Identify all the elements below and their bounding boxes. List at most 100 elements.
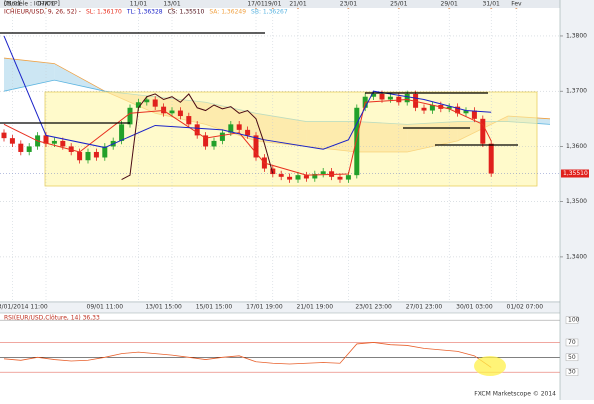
x-tick-label: 03/01/2014 11:00 bbox=[0, 304, 48, 311]
candle-body bbox=[312, 174, 318, 179]
candle-body bbox=[161, 106, 167, 114]
drawn-lines bbox=[0, 32, 518, 146]
candle-body bbox=[295, 175, 301, 180]
y-tick-label: 1,3600 bbox=[566, 143, 587, 150]
grid-layer bbox=[0, 8, 560, 373]
candle-body bbox=[429, 105, 435, 111]
y-tick-label: 1,3700 bbox=[566, 88, 587, 95]
x-tick-label: 13/01 15:00 bbox=[145, 304, 182, 311]
candle-body bbox=[43, 135, 49, 144]
candle-body bbox=[135, 102, 141, 108]
candle-body bbox=[471, 110, 477, 119]
candle-body bbox=[278, 174, 284, 177]
top-x-flag: ⌃ bbox=[346, 8, 350, 14]
candle-body bbox=[320, 171, 326, 175]
legend-entry: ICH(EUR/USD, 9, 26, 52) - bbox=[4, 9, 81, 16]
candle-body bbox=[345, 175, 351, 180]
candle-body bbox=[396, 96, 402, 103]
candle-body bbox=[68, 146, 74, 152]
legend-entry: CS: 1,35510 bbox=[168, 9, 205, 16]
candle-body bbox=[177, 110, 183, 117]
candle-body bbox=[488, 143, 494, 174]
candle-body bbox=[236, 124, 242, 130]
candle-body bbox=[219, 132, 225, 141]
top-x-flag: ⌃ bbox=[170, 8, 174, 14]
last-price-box bbox=[561, 169, 589, 178]
candle-body bbox=[26, 146, 32, 152]
candle-body bbox=[127, 107, 133, 125]
top-x-label: 17/01 bbox=[247, 1, 264, 8]
candle-body bbox=[463, 110, 469, 114]
top-x-label: 11/01 bbox=[130, 1, 147, 8]
y-tick-box bbox=[565, 368, 579, 376]
candle-body bbox=[9, 138, 15, 144]
candle-body bbox=[60, 140, 66, 147]
y-tick-box bbox=[565, 353, 579, 362]
indicator-line bbox=[3, 98, 492, 176]
candle-body bbox=[77, 151, 83, 161]
candle-body bbox=[119, 124, 125, 141]
top-x-flag: ⌃ bbox=[254, 8, 258, 14]
top-axis-strip bbox=[0, 0, 594, 8]
top-x-label: 25/01 bbox=[390, 1, 407, 8]
candle-body bbox=[379, 93, 385, 100]
x-tick-label: 15/01 15:00 bbox=[196, 304, 233, 311]
legend-entry: SA: 1,36249 bbox=[209, 9, 246, 16]
indicator-line bbox=[3, 35, 492, 150]
indicator-line bbox=[121, 93, 274, 181]
candle-body bbox=[144, 99, 150, 103]
candle-body bbox=[455, 106, 461, 114]
x-tick-label: 09/01 11:00 bbox=[87, 304, 124, 311]
top-x-label: Fev bbox=[511, 1, 522, 8]
candle-body bbox=[404, 93, 410, 103]
top-x-flag: ⌃ bbox=[136, 8, 140, 14]
x-tick-label: 30/01 03:00 bbox=[456, 304, 493, 311]
top-x-label: 07/01 bbox=[37, 1, 54, 8]
candle-body bbox=[211, 140, 217, 147]
top-x-flag: ⌃ bbox=[296, 8, 300, 14]
top-x-label: 31/01 bbox=[483, 1, 500, 8]
top-x-label: 21/01 bbox=[289, 1, 306, 8]
candle-body bbox=[152, 99, 158, 107]
candle-body bbox=[85, 151, 91, 161]
y-tick-label: 50 bbox=[568, 354, 576, 361]
footer: FXCM Marketscope © 2014 bbox=[474, 391, 556, 398]
top-x-label: 05/01 bbox=[4, 1, 21, 8]
top-x-flag: ⌃ bbox=[447, 8, 451, 14]
top-x-flag: ⌃ bbox=[489, 8, 493, 14]
x-tick-label: 01/02 07:00 bbox=[507, 304, 544, 311]
candle-body bbox=[337, 176, 343, 180]
candle-body bbox=[371, 93, 377, 97]
last-price-label: 1,35510 bbox=[563, 170, 588, 177]
candle-body bbox=[18, 143, 24, 152]
top-x-flag: ⌃ bbox=[397, 8, 401, 14]
candle-body bbox=[480, 118, 486, 144]
rsi-line bbox=[3, 342, 492, 368]
y-tick-box bbox=[565, 316, 579, 324]
y-tick-box bbox=[565, 338, 579, 347]
x-tick-label: 23/01 23:00 bbox=[355, 304, 392, 311]
y-tick-label: 30 bbox=[568, 369, 576, 376]
y-tick-label: 1,3800 bbox=[566, 32, 587, 39]
candle-body bbox=[228, 124, 234, 133]
top-x-flag: ⌃ bbox=[10, 8, 14, 14]
candle-body bbox=[287, 176, 293, 180]
candle-body bbox=[421, 107, 427, 111]
candle-body bbox=[270, 168, 276, 175]
candle-body bbox=[245, 129, 251, 136]
legend-entry: SB: 1,36267 bbox=[251, 9, 288, 16]
x-tick-label: 21/01 19:00 bbox=[297, 304, 334, 311]
x-tick-label: 17/01 19:00 bbox=[246, 304, 283, 311]
candle-body bbox=[102, 146, 108, 158]
y-tick-label: 100 bbox=[568, 317, 580, 324]
right-axis-strip bbox=[560, 0, 594, 400]
candle-body bbox=[303, 175, 309, 179]
candle-body bbox=[51, 140, 57, 144]
candle-body bbox=[1, 132, 7, 139]
candle-body bbox=[203, 135, 209, 147]
marks-layer bbox=[1, 35, 494, 368]
legend-entry: SL: 1,36170 bbox=[86, 9, 122, 16]
bottom-axis-strip bbox=[0, 301, 560, 313]
candle-body bbox=[93, 151, 99, 158]
y-tick-label: 1,3500 bbox=[566, 198, 587, 205]
